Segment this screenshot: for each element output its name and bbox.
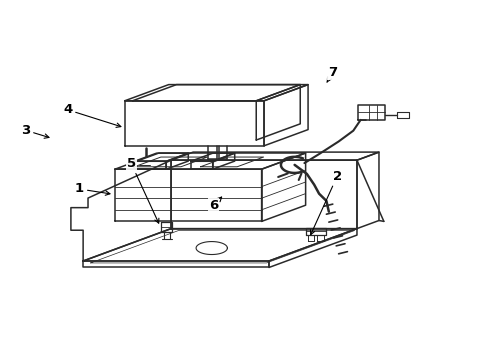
Text: 5: 5 <box>126 157 159 223</box>
Text: 7: 7 <box>326 66 336 82</box>
Text: 1: 1 <box>75 183 110 195</box>
Text: 4: 4 <box>63 103 121 127</box>
Text: 2: 2 <box>310 170 341 235</box>
Text: 6: 6 <box>208 197 221 212</box>
Text: 3: 3 <box>21 124 49 138</box>
